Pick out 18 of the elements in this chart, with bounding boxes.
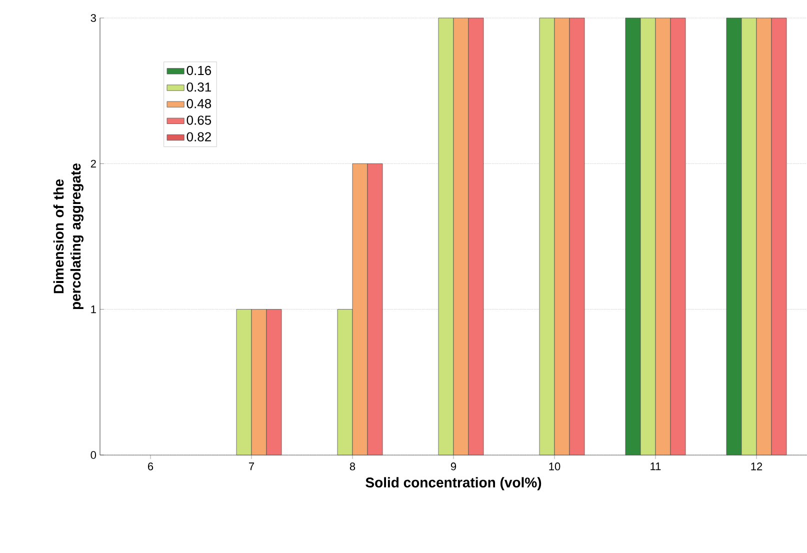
- legend-label: 0.65: [186, 116, 212, 125]
- x-tick-label: 8: [350, 462, 356, 470]
- legend-label: 0.16: [186, 66, 212, 76]
- x-tick-label: 9: [450, 462, 456, 470]
- x-tick-label: 10: [549, 462, 560, 470]
- y-tick-label: 1: [91, 306, 96, 314]
- x-tick-label: 12: [751, 462, 762, 470]
- legend-label: 0.48: [186, 99, 212, 108]
- y-tick-label: 2: [90, 160, 96, 168]
- x-axis-title: Solid concentration (vol%): [366, 477, 542, 490]
- y-tick-label: 3: [90, 14, 96, 22]
- legend-label: 0.31: [186, 82, 211, 92]
- legend-label: 0.82: [186, 132, 211, 142]
- x-tick-label: 7: [249, 462, 254, 470]
- x-tick-label: 11: [650, 462, 661, 470]
- x-tick-label: 6: [148, 462, 154, 470]
- y-axis-title: Dimension of the percolating aggregate: [53, 163, 84, 310]
- y-tick-label: 0: [90, 451, 96, 459]
